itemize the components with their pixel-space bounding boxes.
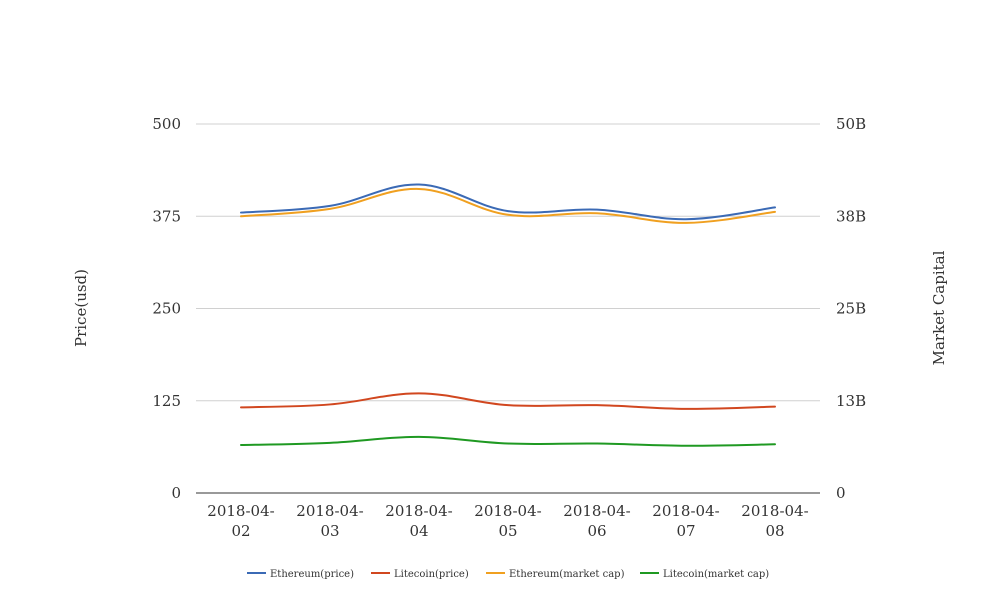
x-tick-label: 2018-04-04 bbox=[385, 502, 452, 540]
right-tick-label: 50B bbox=[836, 115, 866, 133]
right-tick-label: 25B bbox=[836, 300, 866, 318]
legend-label: Ethereum(price) bbox=[270, 569, 354, 580]
series-line-litecoin-price bbox=[240, 392, 776, 410]
series-lines bbox=[240, 183, 776, 447]
series-line-ethereum-price bbox=[240, 183, 776, 221]
legend-label: Litecoin(price) bbox=[394, 569, 469, 580]
x-tick-label: 2018-04-02 bbox=[207, 502, 274, 540]
right-tick-label: 13B bbox=[836, 392, 866, 410]
x-tick-label: 2018-04-03 bbox=[296, 502, 363, 540]
x-tick-label: 2018-04-05 bbox=[474, 502, 541, 540]
right-axis-title: Market Capital bbox=[930, 250, 948, 365]
left-tick-label: 375 bbox=[152, 207, 181, 225]
legend-item-litecoin-market-cap[interactable]: Litecoin(market cap) bbox=[640, 569, 769, 580]
right-tick-label: 38B bbox=[836, 207, 866, 225]
legend-label: Ethereum(market cap) bbox=[509, 569, 625, 580]
legend: Ethereum(price) Litecoin(price) Ethereum(m… bbox=[247, 569, 769, 580]
left-axis-title: Price(usd) bbox=[72, 269, 90, 347]
left-tick-label: 125 bbox=[152, 392, 181, 410]
left-axis-ticks: 0 125 250 375 500 bbox=[152, 115, 181, 502]
gridlines bbox=[196, 123, 820, 494]
x-tick-label: 2018-04-07 bbox=[652, 502, 719, 540]
x-axis-ticks: 2018-04-02 2018-04-03 2018-04-04 2018-04-05… bbox=[207, 502, 808, 540]
series-line-ethereum-market-cap bbox=[240, 187, 776, 224]
legend-item-ethereum-market-cap[interactable]: Ethereum(market cap) bbox=[486, 569, 625, 580]
x-tick-label: 2018-04-06 bbox=[563, 502, 630, 540]
series-line-litecoin-market-cap bbox=[240, 435, 776, 447]
left-tick-label: 250 bbox=[152, 300, 181, 318]
legend-item-litecoin-price[interactable]: Litecoin(price) bbox=[371, 569, 469, 580]
legend-label: Litecoin(market cap) bbox=[663, 569, 769, 580]
right-axis-ticks: 0 13B 25B 38B 50B bbox=[836, 115, 866, 502]
left-tick-label: 500 bbox=[152, 115, 181, 133]
left-tick-label: 0 bbox=[171, 484, 181, 502]
x-tick-label: 2018-04-08 bbox=[741, 502, 808, 540]
legend-item-ethereum-price[interactable]: Ethereum(price) bbox=[247, 569, 354, 580]
right-tick-label: 0 bbox=[836, 484, 846, 502]
